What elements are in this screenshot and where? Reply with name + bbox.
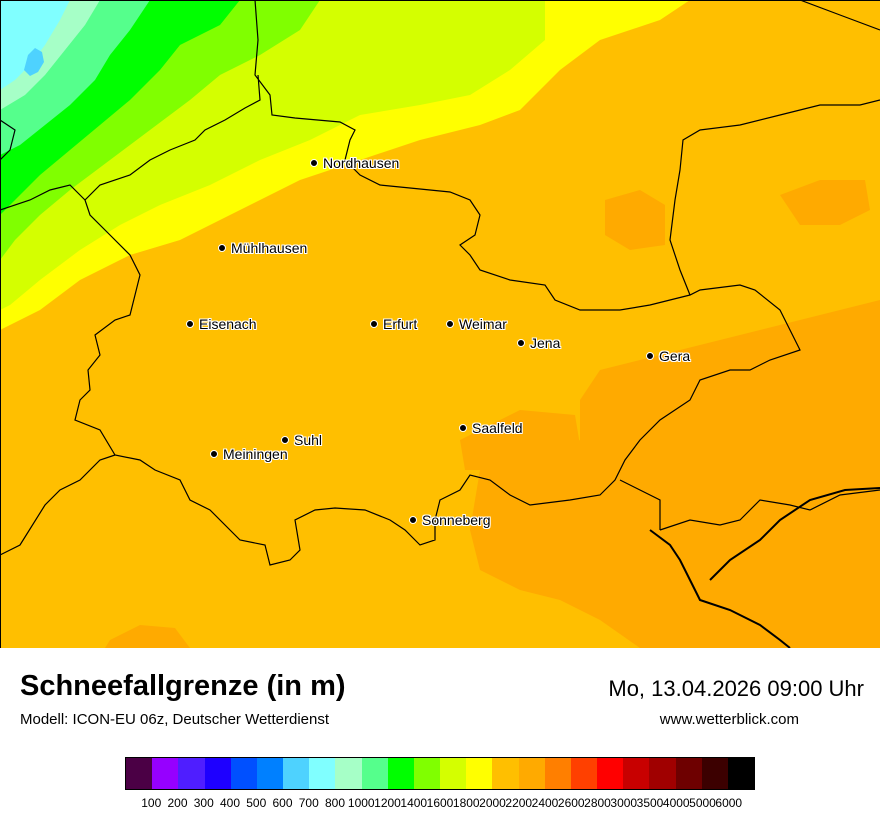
city-dot — [517, 339, 525, 347]
city-label: Gera — [659, 348, 691, 364]
zone-dark-amber-se — [470, 300, 880, 648]
legend-swatch — [387, 758, 414, 789]
legend-tick-label: 2200 — [505, 796, 533, 810]
legend-swatch — [126, 758, 153, 789]
city-label: Nordhausen — [323, 155, 400, 171]
city-label: Saalfeld — [472, 420, 523, 436]
legend-tick-label: 1200 — [374, 796, 401, 810]
legend-swatch — [178, 758, 205, 789]
city-marker: Meiningen — [210, 446, 288, 462]
city-dot — [218, 244, 226, 252]
legend-tick-label: 700 — [298, 796, 319, 810]
legend-swatch — [597, 758, 624, 789]
legend-tick-label: 1000 — [347, 796, 375, 810]
city-dot — [370, 320, 378, 328]
zone-dark-amber-ne — [780, 180, 870, 225]
map-area: Nordhausen Mühlhausen Eisenach Erfurt We… — [0, 0, 880, 648]
city-label: Erfurt — [383, 316, 418, 332]
legend-tick-label: 400 — [219, 796, 241, 810]
zone-light-cyan — [24, 48, 44, 76]
legend-swatch — [204, 758, 231, 789]
model-info: Modell: ICON-EU 06z, Deutscher Wetterdie… — [20, 711, 330, 728]
legend-swatch — [544, 758, 571, 789]
legend-swatch — [440, 758, 467, 789]
legend-swatch — [283, 758, 310, 789]
legend-tick-label: 1800 — [452, 796, 480, 810]
city-dot — [446, 320, 454, 328]
zone-cyan — [0, 0, 70, 90]
city-marker: Erfurt — [370, 316, 417, 332]
color-legend — [125, 757, 755, 790]
legend-swatch — [518, 758, 545, 789]
legend-swatch — [675, 758, 702, 789]
city-label: Jena — [530, 335, 561, 351]
snowline-map — [0, 0, 880, 648]
legend-tick-label: 1400 — [400, 796, 428, 810]
city-dot — [281, 436, 289, 444]
legend-swatch — [335, 758, 362, 789]
legend-swatch — [309, 758, 336, 789]
legend-swatch — [256, 758, 284, 789]
city-marker: Suhl — [281, 432, 322, 448]
legend-swatch — [492, 758, 519, 789]
legend-swatch — [727, 758, 755, 789]
legend-tick-label: 4000 — [662, 796, 690, 810]
legend-tick-label: 500 — [246, 796, 267, 810]
legend-swatch — [570, 758, 598, 789]
map-title: Schneefallgrenze (in m) — [20, 670, 346, 702]
legend-swatch — [413, 758, 441, 789]
legend-swatch — [701, 758, 728, 789]
legend-swatch — [361, 758, 388, 789]
legend-tick-label: 2800 — [584, 796, 611, 810]
website-link[interactable]: www.wetterblick.com — [659, 711, 799, 728]
city-marker: Nordhausen — [310, 155, 399, 171]
legend-tick-label: 3500 — [636, 796, 664, 810]
legend-tick-label: 1600 — [426, 796, 454, 810]
city-dot — [409, 516, 417, 524]
country-border — [649, 487, 880, 648]
legend-labels: 100 200 300 400 500 600 700 800 1000 1200 1400 1600… — [125, 796, 755, 810]
legend-tick-label: 200 — [167, 796, 188, 810]
city-marker: Gera — [646, 348, 690, 364]
city-dot — [310, 159, 318, 167]
zone-dark-amber-center — [460, 410, 580, 470]
legend-tick-label: 2000 — [479, 796, 506, 810]
legend-swatch — [649, 758, 676, 789]
forecast-datetime: Mo, 13.04.2026 09:00 Uhr — [608, 676, 864, 701]
zone-dark-amber-east — [605, 190, 665, 250]
zone-dark-amber-sw — [105, 625, 190, 648]
legend-tick-label: 5000 — [689, 796, 716, 810]
legend-tick-label: 600 — [272, 796, 293, 810]
city-marker: Saalfeld — [459, 420, 523, 436]
legend-tick-label: 100 — [141, 796, 162, 810]
legend-tick-label: 2600 — [557, 796, 585, 810]
legend-tick-label: 6000 — [715, 796, 743, 810]
city-dot — [459, 424, 467, 432]
city-dot — [210, 450, 218, 458]
city-marker: Weimar — [446, 316, 507, 332]
legend-swatch — [623, 758, 650, 789]
city-dot — [646, 352, 654, 360]
legend-swatch — [152, 758, 179, 789]
legend-tick-label: 3000 — [610, 796, 638, 810]
city-label: Weimar — [459, 316, 507, 332]
city-label: Sonneberg — [422, 512, 491, 528]
city-dot — [186, 320, 194, 328]
city-label: Eisenach — [199, 316, 257, 332]
legend-swatch — [466, 758, 493, 789]
legend-tick-label: 2400 — [531, 796, 559, 810]
city-marker: Sonneberg — [409, 512, 491, 528]
legend-swatch — [230, 758, 257, 789]
state-borders — [0, 0, 880, 566]
city-marker: Eisenach — [186, 316, 257, 332]
city-marker: Mühlhausen — [218, 240, 307, 256]
city-label: Suhl — [294, 432, 323, 448]
city-label: Meiningen — [223, 446, 288, 462]
legend-tick-label: 300 — [193, 796, 214, 810]
legend-tick-label: 800 — [324, 796, 346, 810]
city-label: Mühlhausen — [231, 240, 308, 256]
city-marker: Jena — [517, 335, 560, 351]
